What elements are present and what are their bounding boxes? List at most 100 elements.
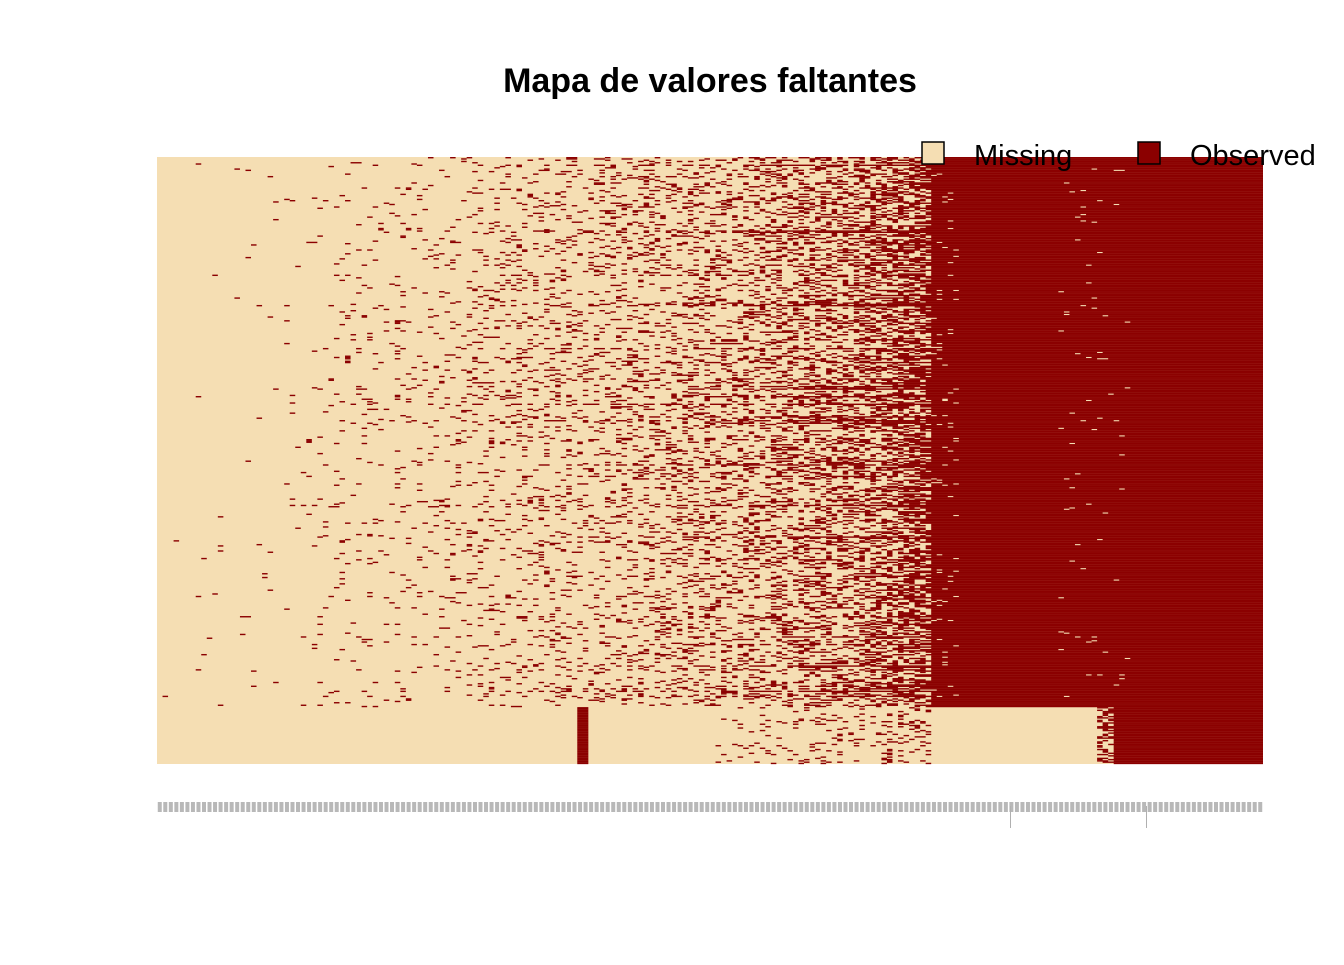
heatmap-observed-run xyxy=(881,334,887,336)
heatmap-observed-run xyxy=(820,517,827,519)
heatmap-observed-run xyxy=(627,511,633,513)
heatmap-observed-run xyxy=(328,304,334,307)
heatmap-observed-run xyxy=(698,418,705,421)
heatmap-observed-run xyxy=(798,211,810,213)
heatmap-observed-run xyxy=(870,222,876,225)
heatmap-observed-run xyxy=(544,337,550,340)
heatmap-observed-run xyxy=(577,211,583,213)
heatmap-observed-run xyxy=(477,519,484,522)
heatmap-observed-run xyxy=(743,455,749,457)
heatmap-observed-run xyxy=(660,253,666,255)
heatmap-observed-run xyxy=(555,547,561,550)
heatmap-observed-run xyxy=(400,291,406,293)
heatmap-observed-run xyxy=(256,304,263,307)
heatmap-observed-run xyxy=(1069,508,1263,510)
heatmap-observed-run xyxy=(898,173,910,175)
heatmap-observed-run xyxy=(510,260,517,263)
heatmap-observed-run xyxy=(870,570,876,572)
heatmap-observed-run xyxy=(588,504,594,507)
heatmap-observed-run xyxy=(881,239,887,241)
heatmap-observed-run xyxy=(726,174,733,177)
heatmap-observed-run xyxy=(898,205,904,207)
heatmap-observed-run xyxy=(527,339,534,341)
heatmap-observed-run xyxy=(859,439,871,441)
heatmap-observed-run xyxy=(544,245,550,247)
heatmap-observed-run xyxy=(737,396,749,398)
heatmap-observed-run xyxy=(328,379,334,381)
heatmap-observed-run xyxy=(732,384,749,387)
heatmap-observed-run xyxy=(898,451,904,454)
heatmap-observed-run xyxy=(898,409,904,412)
heatmap-observed-run xyxy=(704,532,710,534)
heatmap-observed-run xyxy=(831,255,838,258)
heatmap-observed-run xyxy=(610,499,616,502)
heatmap-observed-run xyxy=(792,242,799,245)
heatmap-observed-run xyxy=(842,452,849,455)
heatmap-observed-run xyxy=(754,277,760,279)
heatmap-observed-run xyxy=(715,192,722,194)
heatmap-observed-run xyxy=(903,442,910,445)
heatmap-observed-run xyxy=(859,235,865,237)
heatmap-observed-run xyxy=(411,387,417,389)
heatmap-observed-run xyxy=(621,241,628,244)
heatmap-observed-run xyxy=(422,239,428,241)
heatmap-observed-run xyxy=(826,379,832,381)
heatmap-observed-run xyxy=(217,550,224,552)
heatmap-observed-run xyxy=(826,464,843,466)
heatmap-observed-run xyxy=(781,241,788,244)
heatmap-observed-run xyxy=(483,264,489,266)
heatmap-observed-run xyxy=(671,312,677,314)
heatmap-observed-run xyxy=(864,316,871,318)
heatmap-observed-run xyxy=(588,241,594,244)
heatmap-observed-run xyxy=(792,307,799,309)
heatmap-observed-run xyxy=(604,255,616,258)
heatmap-observed-run xyxy=(765,403,777,405)
heatmap-observed-run xyxy=(776,455,782,457)
heatmap-observed-run xyxy=(687,371,699,374)
heatmap-observed-run xyxy=(416,194,423,197)
heatmap-observed-run xyxy=(903,546,910,548)
heatmap-observed-run xyxy=(693,575,699,577)
heatmap-observed-run xyxy=(754,396,766,398)
heatmap-observed-run xyxy=(693,296,699,298)
heatmap-observed-run xyxy=(450,552,456,555)
heatmap-observed-run xyxy=(743,557,760,560)
heatmap-observed-run xyxy=(886,283,893,285)
heatmap-observed-run xyxy=(931,193,1263,196)
heatmap-observed-run xyxy=(853,430,865,432)
heatmap-observed-run xyxy=(958,483,1263,485)
heatmap-observed-run xyxy=(776,490,782,493)
heatmap-observed-run xyxy=(815,237,827,240)
heatmap-observed-run xyxy=(676,473,683,475)
heatmap-observed-run xyxy=(544,361,550,364)
heatmap-observed-run xyxy=(743,519,749,522)
heatmap-observed-run xyxy=(588,370,594,373)
heatmap-observed-run xyxy=(599,452,611,455)
heatmap-observed-run xyxy=(516,356,534,359)
heatmap-observed-run xyxy=(599,331,605,333)
heatmap-observed-run xyxy=(826,444,832,446)
heatmap-observed-run xyxy=(754,500,760,503)
heatmap-observed-run xyxy=(864,509,871,512)
heatmap-observed-run xyxy=(798,475,805,478)
heatmap-observed-run xyxy=(765,275,771,278)
heatmap-observed-run xyxy=(853,221,876,223)
heatmap-observed-run xyxy=(566,181,572,183)
heatmap-observed-run xyxy=(566,289,572,292)
heatmap-observed-run xyxy=(914,339,1263,341)
heatmap-observed-run xyxy=(610,502,616,504)
heatmap-observed-run xyxy=(809,249,827,251)
heatmap-observed-run xyxy=(842,543,849,546)
heatmap-observed-run xyxy=(311,350,318,352)
heatmap-observed-run xyxy=(804,457,810,460)
heatmap-observed-run xyxy=(853,365,860,368)
heatmap-observed-run xyxy=(759,189,766,192)
heatmap-observed-run xyxy=(704,274,710,277)
heatmap-observed-run xyxy=(748,346,755,349)
heatmap-observed-run xyxy=(643,487,650,489)
heatmap-observed-run xyxy=(787,294,793,297)
heatmap-observed-run xyxy=(715,528,722,531)
heatmap-observed-run xyxy=(439,237,445,240)
heatmap-observed-run xyxy=(787,325,793,327)
heatmap-observed-run xyxy=(732,484,738,486)
